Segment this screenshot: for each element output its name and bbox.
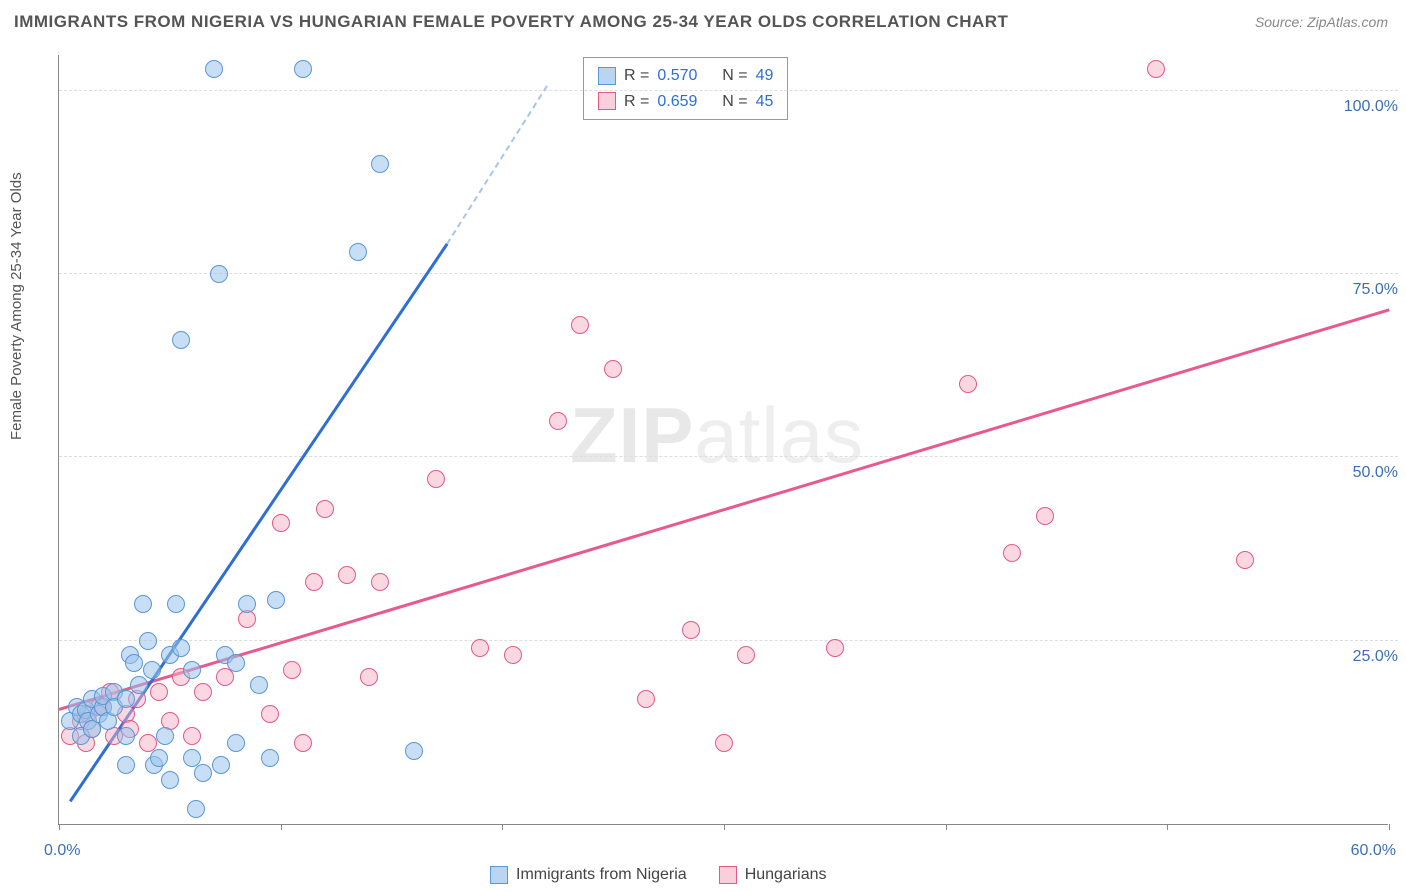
data-point: [238, 595, 256, 613]
data-point: [294, 734, 312, 752]
data-point: [371, 573, 389, 591]
data-point: [637, 690, 655, 708]
stats-row-hungarians: R = 0.659 N = 45: [598, 89, 773, 115]
gridline-h: [59, 456, 1398, 457]
n-value-hungarians: 45: [756, 89, 774, 115]
stats-legend-box: R = 0.570 N = 49 R = 0.659 N = 45: [583, 57, 788, 120]
n-value-nigeria: 49: [756, 63, 774, 89]
data-point: [272, 514, 290, 532]
swatch-blue-icon: [490, 866, 508, 884]
data-point: [150, 683, 168, 701]
data-point: [283, 661, 301, 679]
swatch-pink-icon: [598, 92, 616, 110]
legend-item-nigeria: Immigrants from Nigeria: [490, 866, 687, 884]
data-point: [117, 756, 135, 774]
data-point: [305, 573, 323, 591]
source-attribution: Source: ZipAtlas.com: [1255, 14, 1388, 30]
data-point: [210, 265, 228, 283]
x-tick-label: 60.0%: [1351, 842, 1396, 860]
data-point: [172, 331, 190, 349]
data-point: [125, 654, 143, 672]
data-point: [371, 155, 389, 173]
x-tick: [1389, 824, 1390, 830]
data-point: [504, 646, 522, 664]
data-point: [549, 412, 567, 430]
gridline-h: [59, 273, 1398, 274]
data-point: [227, 654, 245, 672]
stats-row-nigeria: R = 0.570 N = 49: [598, 63, 773, 89]
data-point: [187, 800, 205, 818]
x-tick: [59, 824, 60, 830]
data-point: [139, 632, 157, 650]
trend-line: [59, 308, 1390, 710]
data-point: [130, 676, 148, 694]
data-point: [161, 771, 179, 789]
data-point: [194, 683, 212, 701]
y-tick-label: 75.0%: [1353, 281, 1398, 299]
data-point: [117, 690, 135, 708]
data-point: [1236, 551, 1254, 569]
data-point: [267, 591, 285, 609]
data-point: [1003, 544, 1021, 562]
data-point: [349, 243, 367, 261]
data-point: [1147, 60, 1165, 78]
data-point: [117, 727, 135, 745]
y-tick-label: 25.0%: [1353, 648, 1398, 666]
data-point: [405, 742, 423, 760]
data-point: [183, 727, 201, 745]
gridline-h: [59, 90, 1398, 91]
swatch-pink-icon: [719, 866, 737, 884]
data-point: [261, 705, 279, 723]
y-axis-title: Female Poverty Among 25-34 Year Olds: [8, 172, 25, 440]
x-tick: [724, 824, 725, 830]
chart-title: IMMIGRANTS FROM NIGERIA VS HUNGARIAN FEM…: [14, 12, 1008, 32]
data-point: [172, 639, 190, 657]
x-tick: [502, 824, 503, 830]
data-point: [156, 727, 174, 745]
data-point: [338, 566, 356, 584]
scatter-plot: R = 0.570 N = 49 R = 0.659 N = 45: [58, 55, 1388, 825]
data-point: [737, 646, 755, 664]
data-point: [1036, 507, 1054, 525]
data-point: [682, 621, 700, 639]
legend-bottom: Immigrants from Nigeria Hungarians: [490, 866, 827, 884]
y-tick-label: 100.0%: [1344, 98, 1398, 116]
data-point: [427, 470, 445, 488]
data-point: [715, 734, 733, 752]
data-point: [150, 749, 168, 767]
data-point: [212, 756, 230, 774]
data-point: [604, 360, 622, 378]
data-point: [571, 316, 589, 334]
x-tick: [946, 824, 947, 830]
data-point: [167, 595, 185, 613]
data-point: [194, 764, 212, 782]
data-point: [316, 500, 334, 518]
x-tick: [1167, 824, 1168, 830]
data-point: [143, 661, 161, 679]
data-point: [294, 60, 312, 78]
r-value-nigeria: 0.570: [657, 63, 697, 89]
data-point: [826, 639, 844, 657]
r-value-hungarians: 0.659: [657, 89, 697, 115]
data-point: [183, 661, 201, 679]
data-point: [205, 60, 223, 78]
data-point: [227, 734, 245, 752]
data-point: [216, 668, 234, 686]
data-point: [360, 668, 378, 686]
gridline-h: [59, 640, 1398, 641]
data-point: [471, 639, 489, 657]
x-tick: [281, 824, 282, 830]
data-point: [959, 375, 977, 393]
data-point: [134, 595, 152, 613]
data-point: [250, 676, 268, 694]
legend-item-hungarians: Hungarians: [719, 866, 827, 884]
y-tick-label: 50.0%: [1353, 464, 1398, 482]
x-tick-label: 0.0%: [44, 842, 80, 860]
data-point: [261, 749, 279, 767]
swatch-blue-icon: [598, 67, 616, 85]
trend-line: [446, 85, 547, 244]
